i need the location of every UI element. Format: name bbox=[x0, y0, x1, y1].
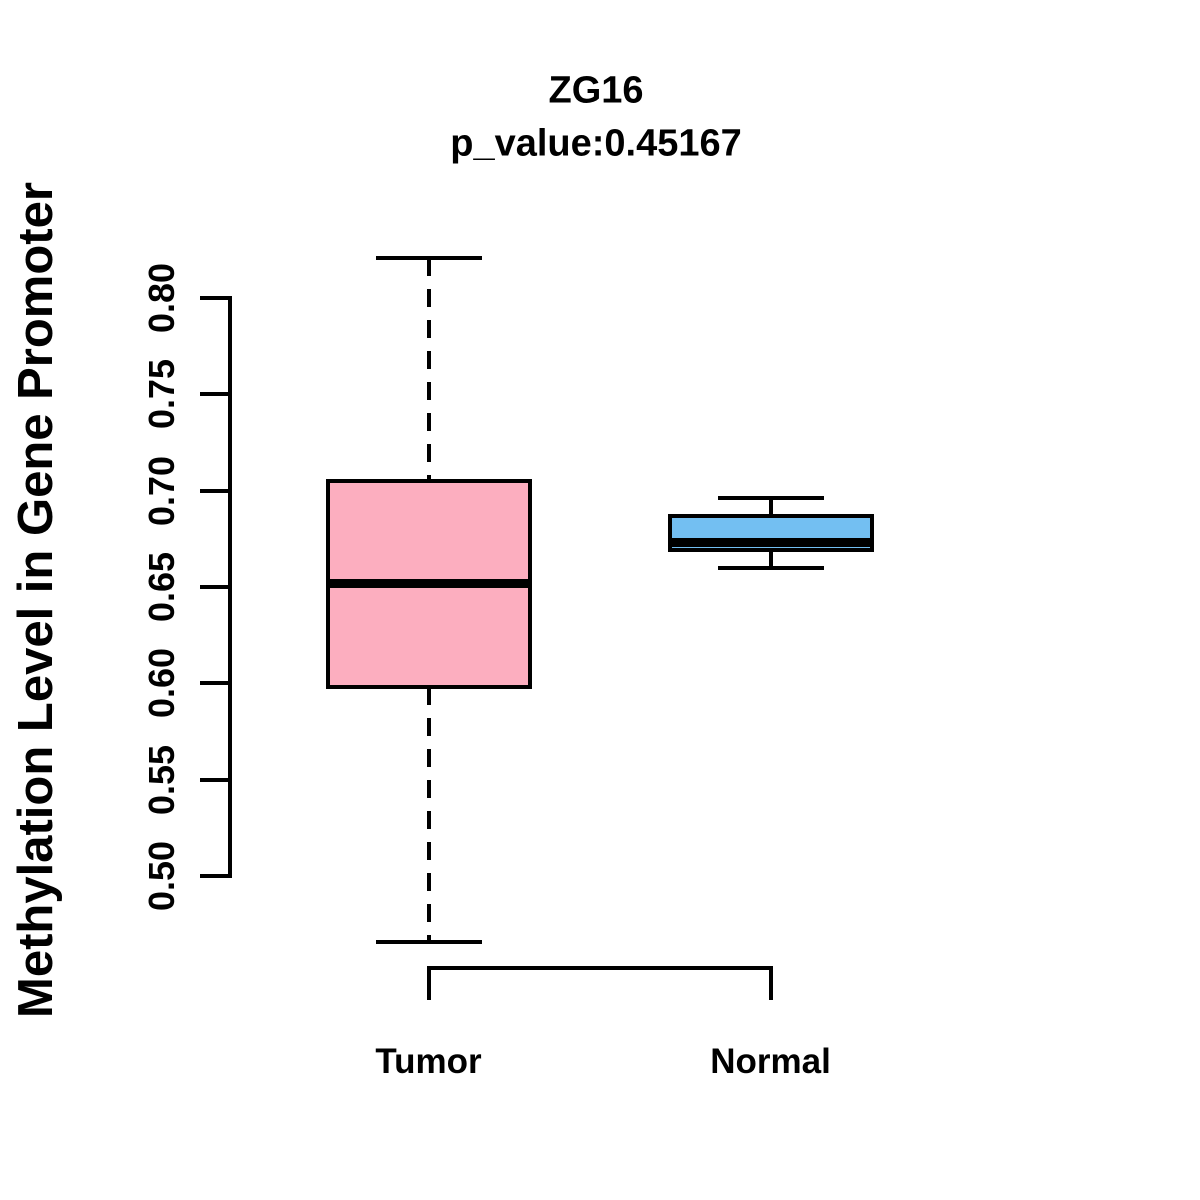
y-axis-tick-label: 0.60 bbox=[141, 648, 182, 719]
y-axis-label: Methylation Level in Gene Promoter bbox=[9, 182, 63, 1018]
y-axis-tick-label: 0.65 bbox=[141, 551, 182, 623]
y-axis-tick bbox=[200, 874, 230, 878]
y-axis-tick bbox=[200, 392, 230, 397]
chart-subtitle: p_value:0.45167 bbox=[450, 122, 742, 165]
normal-lower-whisker-cap bbox=[717, 565, 824, 570]
tumor-lower-whisker-cap bbox=[375, 939, 482, 944]
tumor-lower-whisker bbox=[426, 687, 431, 942]
normal-upper-whisker bbox=[768, 498, 773, 516]
y-axis-tick bbox=[200, 777, 230, 782]
normal-upper-whisker-cap bbox=[717, 496, 824, 501]
x-axis-tick-normal bbox=[768, 968, 773, 1000]
y-axis-tick-label: 0.70 bbox=[141, 455, 182, 526]
y-axis-tick bbox=[200, 585, 230, 589]
tumor-upper-whisker-cap bbox=[375, 255, 482, 260]
x-axis-label-normal: Normal bbox=[710, 1042, 831, 1081]
y-axis-line bbox=[228, 296, 232, 878]
y-axis-tick bbox=[200, 488, 230, 493]
chart-title: ZG16 bbox=[548, 69, 644, 112]
tumor-median-line bbox=[325, 578, 532, 588]
y-axis-tick bbox=[200, 681, 230, 686]
y-axis-tick-label: 0.50 bbox=[141, 840, 182, 912]
tumor-upper-whisker bbox=[426, 257, 431, 482]
y-axis-tick-label: 0.55 bbox=[141, 744, 182, 815]
y-axis-tick bbox=[200, 296, 230, 300]
normal-median-line bbox=[667, 538, 874, 548]
normal-lower-whisker bbox=[768, 550, 773, 568]
y-axis-tick-label: 0.75 bbox=[141, 359, 182, 430]
x-axis-tick-tumor bbox=[426, 968, 431, 1000]
y-axis-tick-label: 0.80 bbox=[141, 262, 182, 334]
x-axis-label-tumor: Tumor bbox=[375, 1042, 482, 1081]
x-axis-line bbox=[426, 966, 773, 970]
